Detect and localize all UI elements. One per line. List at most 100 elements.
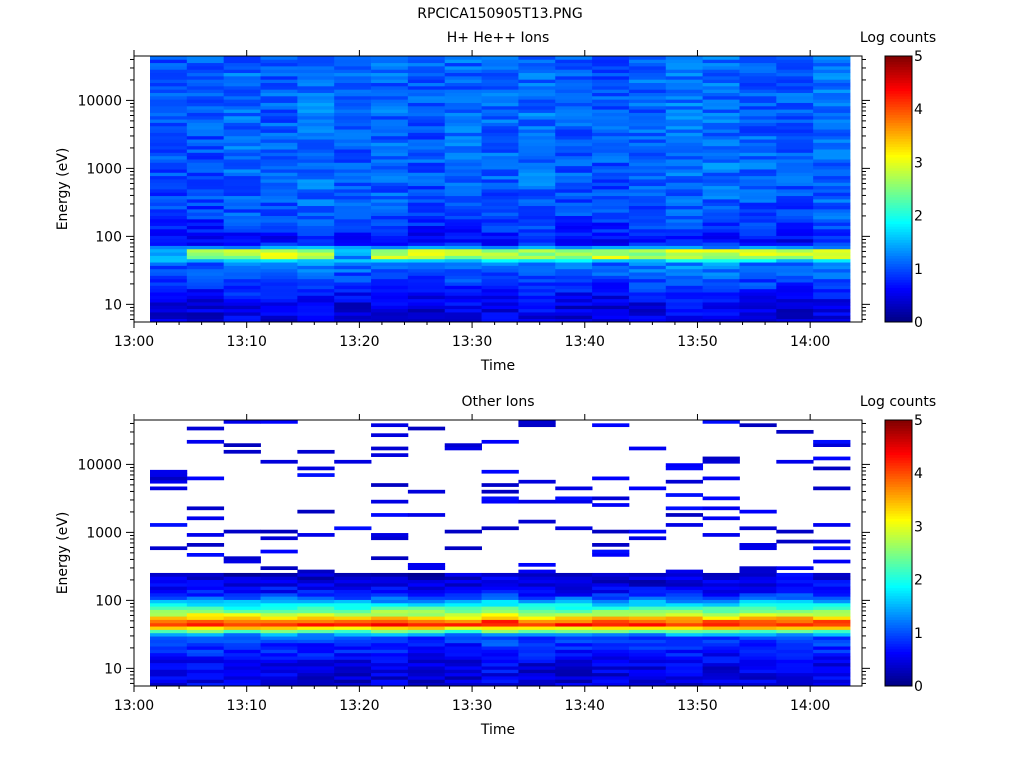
heatmap-cell	[665, 169, 704, 173]
heatmap-cell	[297, 115, 335, 120]
heatmap-cell	[334, 652, 372, 657]
heatmap-cell	[702, 112, 740, 117]
colorbar-segment	[885, 680, 912, 684]
heatmap-cell	[150, 523, 188, 527]
heatmap-cell	[260, 622, 298, 627]
colorbar-segment	[885, 93, 912, 97]
heatmap-cell	[776, 129, 814, 133]
heatmap-cell	[186, 175, 225, 180]
heatmap-cell	[739, 119, 777, 123]
heatmap-cell	[444, 298, 482, 303]
heatmap-cell	[555, 198, 593, 203]
heatmap-cell	[813, 592, 851, 597]
heatmap-cell	[297, 646, 335, 650]
heatmap-cell	[628, 185, 667, 190]
heatmap-cell	[628, 75, 667, 80]
heatmap-cell	[592, 139, 630, 143]
heatmap-cell	[555, 305, 593, 310]
heatmap-cell	[297, 139, 335, 143]
heatmap-cell	[407, 218, 446, 223]
heatmap-cell	[555, 109, 593, 113]
heatmap-cell	[371, 636, 409, 640]
colorbar-segment	[885, 306, 912, 310]
heatmap-cell	[407, 513, 446, 517]
heatmap-cell	[150, 152, 188, 157]
heatmap-cell	[813, 305, 851, 310]
heatmap-cell	[813, 198, 851, 203]
heatmap-cell	[665, 228, 704, 233]
heatmap-cell	[371, 145, 409, 150]
heatmap-cell	[297, 278, 335, 283]
heatmap-cell	[444, 232, 482, 236]
heatmap-cell	[813, 572, 851, 577]
heatmap-cell	[444, 56, 482, 60]
heatmap-cell	[739, 272, 777, 276]
heatmap-cell	[665, 629, 704, 634]
heatmap-cell	[150, 252, 188, 256]
heatmap-cell	[186, 172, 225, 177]
heatmap-cell	[739, 582, 777, 587]
heatmap-cell	[371, 308, 409, 313]
heatmap-cell	[186, 59, 225, 64]
heatmap-cell	[739, 192, 777, 197]
heatmap-cell	[555, 609, 593, 614]
heatmap-cell	[592, 576, 630, 580]
colorbar-segment	[885, 510, 912, 514]
heatmap-cell	[518, 632, 556, 637]
heatmap-cell	[186, 169, 225, 173]
heatmap-cell	[665, 252, 704, 256]
heatmap-cell	[739, 642, 777, 647]
heatmap-cell	[260, 619, 298, 624]
colorbar-segment	[885, 151, 912, 155]
heatmap-cell	[150, 268, 188, 273]
heatmap-cell	[481, 499, 519, 504]
heatmap-cell	[150, 546, 188, 551]
heatmap-cell	[518, 592, 556, 597]
heatmap-cell	[371, 182, 409, 187]
heatmap-cell	[150, 312, 188, 316]
heatmap-cell	[628, 218, 667, 223]
heatmap-cell	[518, 479, 556, 484]
heatmap-cell	[150, 486, 188, 491]
heatmap-cell	[518, 619, 556, 624]
heatmap-cell	[371, 672, 409, 677]
heatmap-cell	[297, 609, 335, 614]
heatmap-cell	[186, 669, 225, 674]
heatmap-cell	[407, 302, 446, 306]
heatmap-cell	[260, 62, 298, 67]
heatmap-cell	[223, 109, 261, 113]
colorbar-tick-label: 3	[914, 519, 923, 535]
heatmap-cell	[407, 642, 446, 647]
heatmap-cell	[665, 506, 704, 511]
heatmap-cell	[407, 95, 446, 100]
heatmap-cell	[628, 285, 667, 290]
heatmap-cell	[407, 82, 446, 87]
heatmap-cell	[628, 656, 667, 660]
heatmap-cell	[592, 65, 630, 70]
heatmap-cell	[407, 666, 446, 670]
heatmap-cell	[223, 586, 261, 590]
heatmap-cell	[518, 420, 556, 424]
heatmap-cell	[407, 175, 446, 180]
heatmap-cell	[518, 282, 556, 286]
heatmap-cell	[665, 75, 704, 80]
colorbar-segment	[885, 547, 912, 551]
heatmap-cell	[702, 69, 740, 74]
heatmap-cell	[518, 105, 556, 110]
heatmap-cell	[813, 232, 851, 236]
colorbar-segment	[885, 529, 912, 533]
heatmap-cell	[665, 202, 704, 207]
heatmap-cell	[297, 275, 335, 280]
heatmap-cell	[592, 656, 630, 660]
heatmap-cell	[297, 258, 335, 263]
heatmap-cell	[776, 248, 814, 253]
heatmap-cell	[518, 102, 556, 107]
heatmap-cell	[665, 666, 704, 670]
heatmap-cell	[334, 162, 372, 167]
heatmap-cell	[334, 579, 372, 584]
heatmap-cell	[739, 159, 777, 163]
heatmap-cell	[628, 676, 667, 680]
heatmap-cell	[739, 212, 777, 216]
heatmap-cell	[260, 75, 298, 80]
heatmap-cell	[813, 72, 851, 77]
